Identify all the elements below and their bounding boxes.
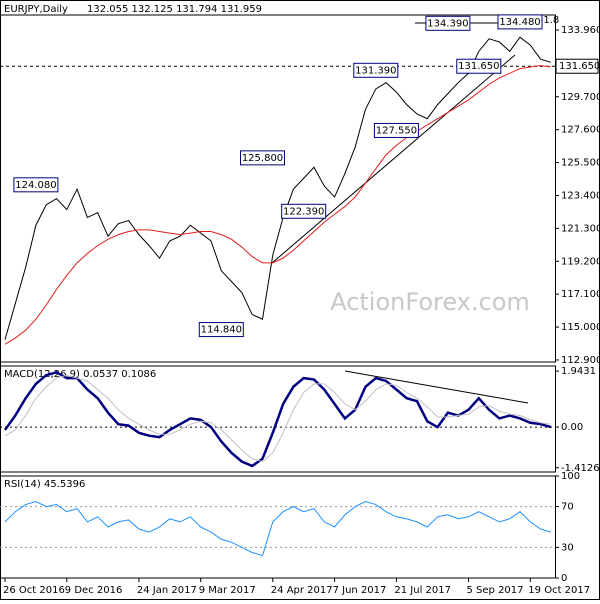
price-label: 134.390 — [427, 18, 468, 29]
price-label-box — [281, 203, 327, 219]
y-tick-label: 0.00 — [561, 422, 583, 433]
last-price-box — [555, 58, 599, 74]
x-tick-label: 21 Jul 2017 — [394, 585, 451, 596]
panel — [0, 365, 556, 473]
price-label-box — [353, 62, 399, 78]
x-tick-label: 5 Sep 2017 — [467, 585, 524, 596]
x-tick-label: 9 Mar 2017 — [199, 585, 256, 596]
panel — [0, 475, 556, 579]
y-tick-label: 0 — [561, 573, 567, 584]
price-label-box — [425, 15, 471, 31]
macd-trend-line — [344, 370, 529, 404]
price-label: 124.080 — [15, 180, 56, 191]
series-line — [4, 64, 551, 345]
y-tick-label: 100 — [561, 471, 580, 482]
y-tick-label: 129.700 — [561, 92, 600, 103]
y-tick-label: 70 — [561, 502, 574, 513]
series-line — [4, 374, 551, 463]
series-line — [4, 500, 552, 557]
price-label-box — [198, 322, 244, 338]
price-label: 131.390 — [355, 65, 396, 76]
price-label: 114.840 — [201, 325, 242, 336]
x-tick-label: 7 Jun 2017 — [333, 585, 387, 596]
price-label: 131.650 — [458, 61, 499, 72]
series-line — [3, 370, 552, 468]
price-label: 122.390 — [283, 206, 324, 217]
price-label: 134.480 — [499, 17, 540, 28]
price-label-box — [240, 150, 285, 166]
y-tick-label: 112.900 — [561, 355, 600, 366]
x-tick-label: 24 Apr 2017 — [271, 585, 333, 596]
panel — [0, 14, 556, 363]
price-label: 125.800 — [242, 153, 283, 164]
y-tick-label: 125.500 — [561, 158, 600, 169]
chart-subtitle: 132.055 132.125 131.794 131.959 — [87, 4, 262, 15]
y-tick-label: 133.960 — [561, 25, 600, 36]
x-tick-label: 19 Oct 2017 — [528, 585, 590, 596]
y-tick-label: 30 — [561, 542, 574, 553]
price-label-box — [13, 177, 59, 193]
x-tick-label: 9 Dec 2016 — [65, 585, 123, 596]
price-label-box — [497, 14, 543, 30]
y-tick-label: -1.4126 — [561, 463, 600, 474]
y-tick-label: 119.200 — [561, 256, 600, 267]
x-tick-label: 24 Jan 2017 — [137, 585, 197, 596]
y-tick-label: 115.000 — [561, 322, 600, 333]
y-tick-label: 127.600 — [561, 125, 600, 136]
price-label-box — [373, 122, 419, 138]
price-label: 127.550 — [376, 125, 417, 136]
y-tick-label: 121.300 — [561, 223, 600, 234]
y-tick-label: 117.100 — [561, 289, 600, 300]
chart-title: EURJPY,Daily — [4, 4, 68, 15]
panel-title: RSI(14) 45.5396 — [4, 479, 85, 490]
trend-line — [271, 54, 516, 264]
price-label-box — [456, 58, 502, 74]
last-price-label: 131.650 — [559, 61, 600, 72]
x-tick-label: 26 Oct 2016 — [3, 585, 65, 596]
fib-note: 61.8 — [537, 15, 559, 26]
series-line — [4, 36, 552, 340]
panel-title: MACD(12,26,9) 0.0537 0.1086 — [4, 369, 156, 380]
y-tick-label: 1.9431 — [561, 366, 596, 377]
watermark: ActionForex.com — [330, 288, 530, 316]
y-tick-label: 123.400 — [561, 190, 600, 201]
